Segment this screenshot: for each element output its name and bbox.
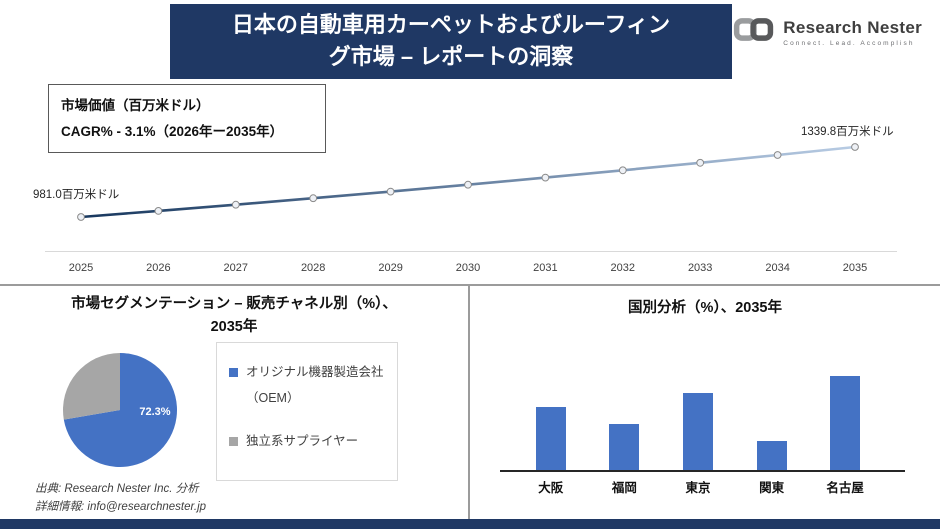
legend-swatch-icon [229,436,238,446]
start-value-label: 981.0百万米ドル [33,189,120,201]
x-axis-year: 2034 [765,262,790,274]
sales-channel-pie-chart: 72.3% [63,353,178,467]
source-line: 出典: Research Nester Inc. 分析 [35,483,199,495]
pie-legend: オリジナル機器製造会社 （OEM） 独立系サプライヤー [216,342,398,481]
x-axis-years: 2025 2026 2027 2028 2029 2030 2031 2032 2033 2034… [0,262,940,280]
cagr-label: CAGR% - 3.1%（2026年ー2035年） [61,123,284,139]
bar [609,424,640,470]
report-title-line1: 日本の自動車用カーペットおよびルーフィン [231,12,671,37]
svg-text:72.3%: 72.3% [139,406,170,418]
report-title-bar: 日本の自動車用カーペットおよびルーフィン グ市場 – レポートの洞察 [170,4,732,79]
report-title-line2: グ市場 – レポートの洞察 [328,43,574,69]
x-axis-year: 2025 [68,262,94,274]
footer-bar [0,519,940,529]
legend-label: オリジナル機器製造会社 [246,365,384,379]
market-value-box: 市場価値（百万米ドル） CAGR% - 3.1%（2026年ー2035年） [48,84,326,154]
market-value-label: 市場価値（百万米ドル） [61,98,210,113]
x-axis-year: 2035 [842,262,868,274]
section-divider [0,284,940,286]
legend-item: オリジナル機器製造会社 （OEM） [229,359,387,412]
segmentation-title: 市場セグメンテーション – 販売チャネル別（%）、 2035年 [0,293,468,339]
x-axis-year: 2028 [300,262,326,274]
x-axis-year: 2029 [378,262,403,274]
bar-category-label: 大阪 [538,481,564,495]
end-value-label: 1339.8百万米ドル [801,126,894,138]
x-axis-year: 2026 [146,262,171,274]
segmentation-title-line2: 2035年 [210,319,258,336]
bar-category-label: 東京 [685,481,711,495]
x-axis-line [45,251,897,252]
bar-category-label: 名古屋 [826,481,864,495]
x-axis-year: 2031 [533,262,558,274]
market-line-chart [77,143,859,221]
legend-label: 独立系サプライヤー [246,433,359,448]
country-analysis-title: 国別分析（%）、2035年 [628,300,782,316]
bar [756,441,787,470]
bar-category-label: 関東 [759,481,785,495]
x-axis-year: 2030 [455,262,481,274]
legend-label: （OEM） [246,391,300,406]
legend-item: 独立系サプライヤー [229,428,387,454]
logo-tagline: Connect. Lead. Accomplish [783,39,915,47]
logo-name: Research Nester [783,17,922,37]
x-axis-year: 2033 [687,262,713,274]
contact-line: 詳細情報: info@researchnester.jp [35,500,207,513]
bar-chart-axis [500,470,905,472]
bar [535,407,566,470]
bar-chart-categories: 大阪 福岡 東京 関東 名古屋 [514,477,882,496]
bar [682,393,713,470]
panel-divider [468,284,470,519]
segmentation-title-line1: 市場セグメンテーション – 販売チャネル別（%）、 [71,296,397,312]
bar [830,376,861,470]
research-nester-logo: Research Nester Connect. Lead. Accomplis… [733,15,922,49]
x-axis-year: 2032 [610,262,636,274]
x-axis-year: 2027 [223,262,249,274]
source-note: 出典: Research Nester Inc. 分析 詳細情報: info@r… [35,481,206,517]
chain-link-logo-icon [733,15,775,49]
legend-swatch-icon [229,368,238,377]
bar-category-label: 福岡 [611,481,637,495]
country-bar-chart [514,370,882,470]
